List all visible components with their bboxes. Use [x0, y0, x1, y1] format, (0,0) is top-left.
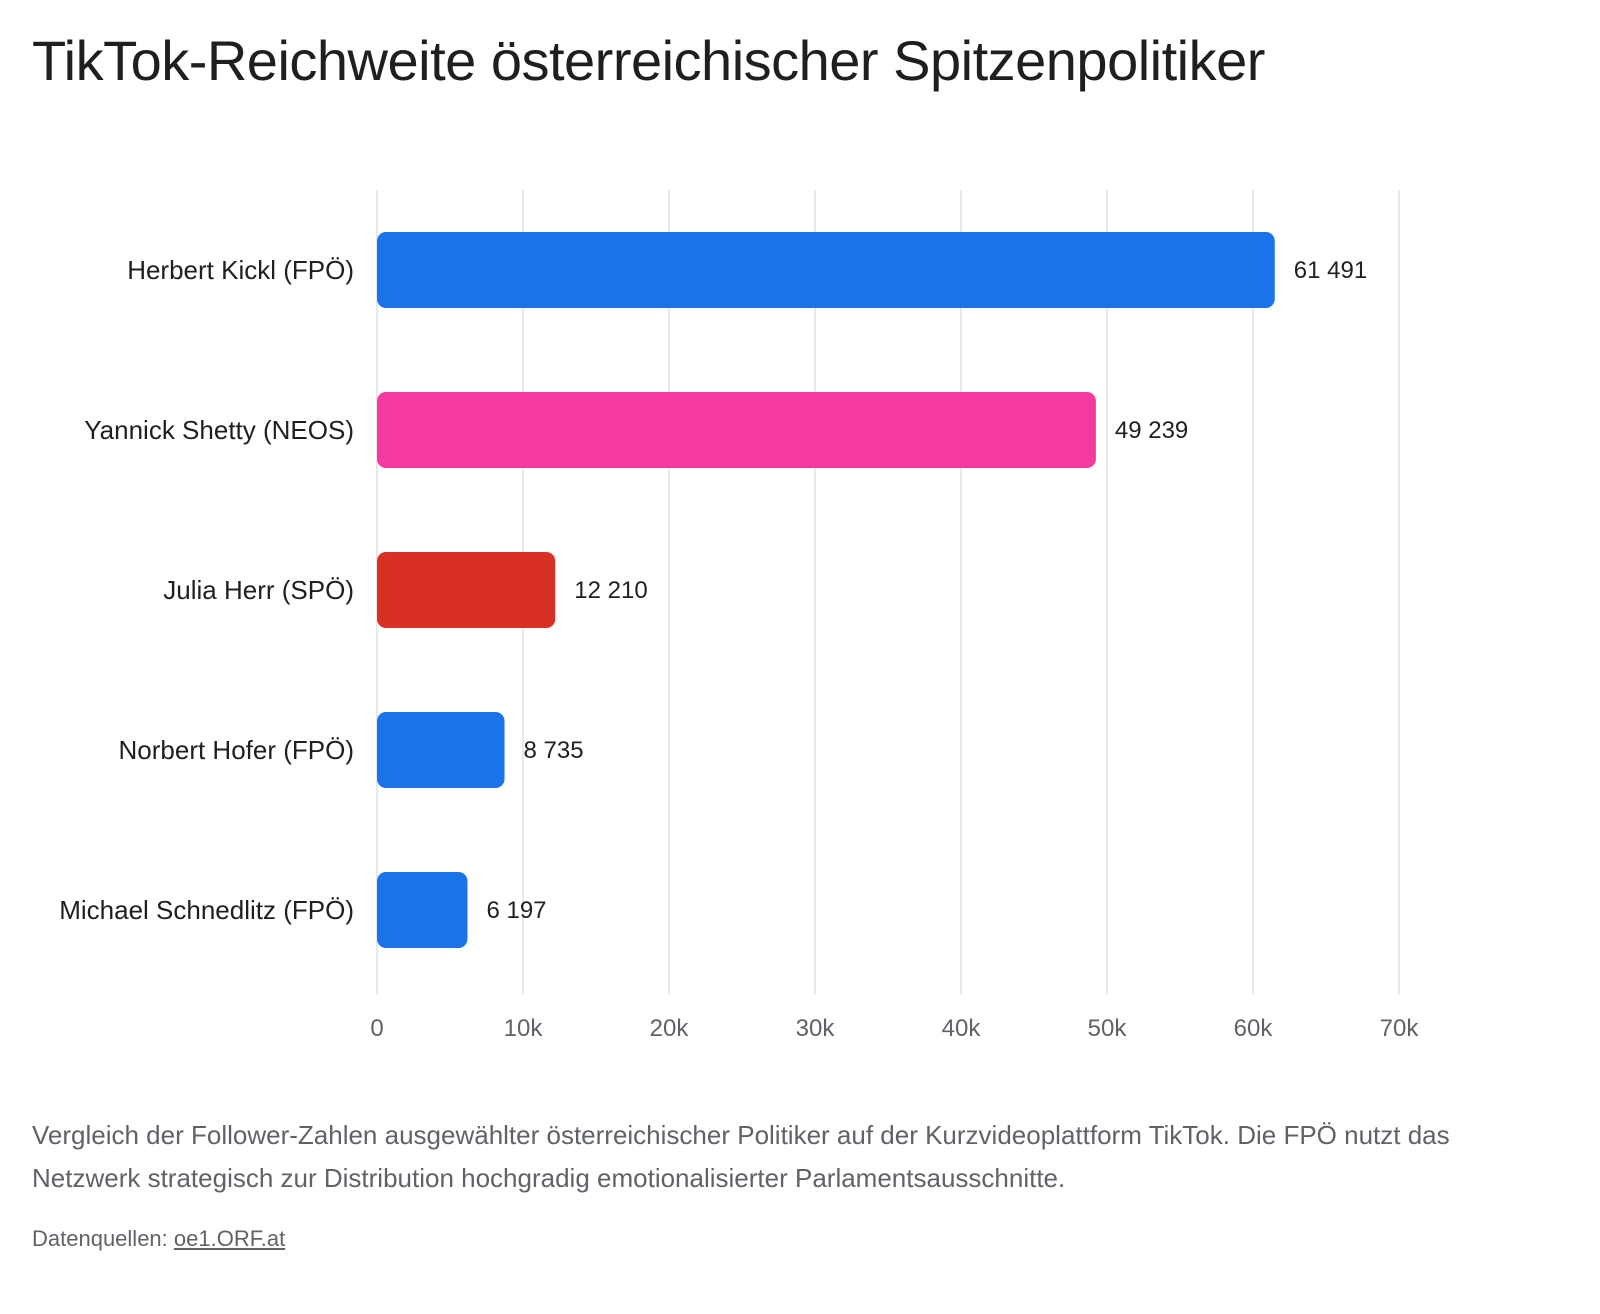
- x-tick-label: 30k: [796, 1015, 836, 1042]
- bars: [377, 232, 1275, 948]
- x-axis-ticks: 0 10k 20k 30k 40k 50k 60k 70k: [370, 1015, 1419, 1042]
- value-label: 12 210: [574, 577, 647, 604]
- source-line: Datenquellen: oe1.ORF.at: [32, 1226, 285, 1252]
- value-label: 61 491: [1294, 257, 1367, 284]
- category-labels: Herbert Kickl (FPÖ) Yannick Shetty (NEOS)…: [59, 255, 354, 925]
- bar: [377, 552, 556, 628]
- chart-title: TikTok-Reichweite österreichischer Spitz…: [32, 29, 1265, 92]
- x-tick-label: 0: [370, 1015, 383, 1042]
- category-label: Herbert Kickl (FPÖ): [127, 255, 354, 285]
- bar-chart: Herbert Kickl (FPÖ) Yannick Shetty (NEOS)…: [59, 190, 1419, 1042]
- source-link[interactable]: oe1.ORF.at: [173, 1226, 286, 1251]
- x-tick-label: 50k: [1088, 1015, 1128, 1042]
- chart-description: Vergleich der Follower-Zahlen ausgewählt…: [32, 1120, 1450, 1193]
- bar: [377, 872, 468, 948]
- value-label: 8 735: [524, 737, 584, 764]
- value-labels: 61 491 49 239 12 210 8 735 6 197: [486, 257, 1367, 924]
- bar: [377, 232, 1275, 308]
- bar: [377, 392, 1096, 468]
- x-tick-label: 10k: [504, 1015, 544, 1042]
- category-label: Norbert Hofer (FPÖ): [119, 735, 355, 765]
- source-label: Datenquellen:: [32, 1226, 168, 1251]
- category-label: Julia Herr (SPÖ): [163, 575, 354, 605]
- category-label: Michael Schnedlitz (FPÖ): [59, 895, 354, 925]
- bar: [377, 712, 505, 788]
- category-label: Yannick Shetty (NEOS): [84, 415, 354, 445]
- x-tick-label: 60k: [1234, 1015, 1274, 1042]
- x-tick-label: 20k: [650, 1015, 690, 1042]
- value-label: 6 197: [486, 897, 546, 924]
- x-tick-label: 70k: [1380, 1015, 1420, 1042]
- x-tick-label: 40k: [942, 1015, 982, 1042]
- value-label: 49 239: [1115, 417, 1188, 444]
